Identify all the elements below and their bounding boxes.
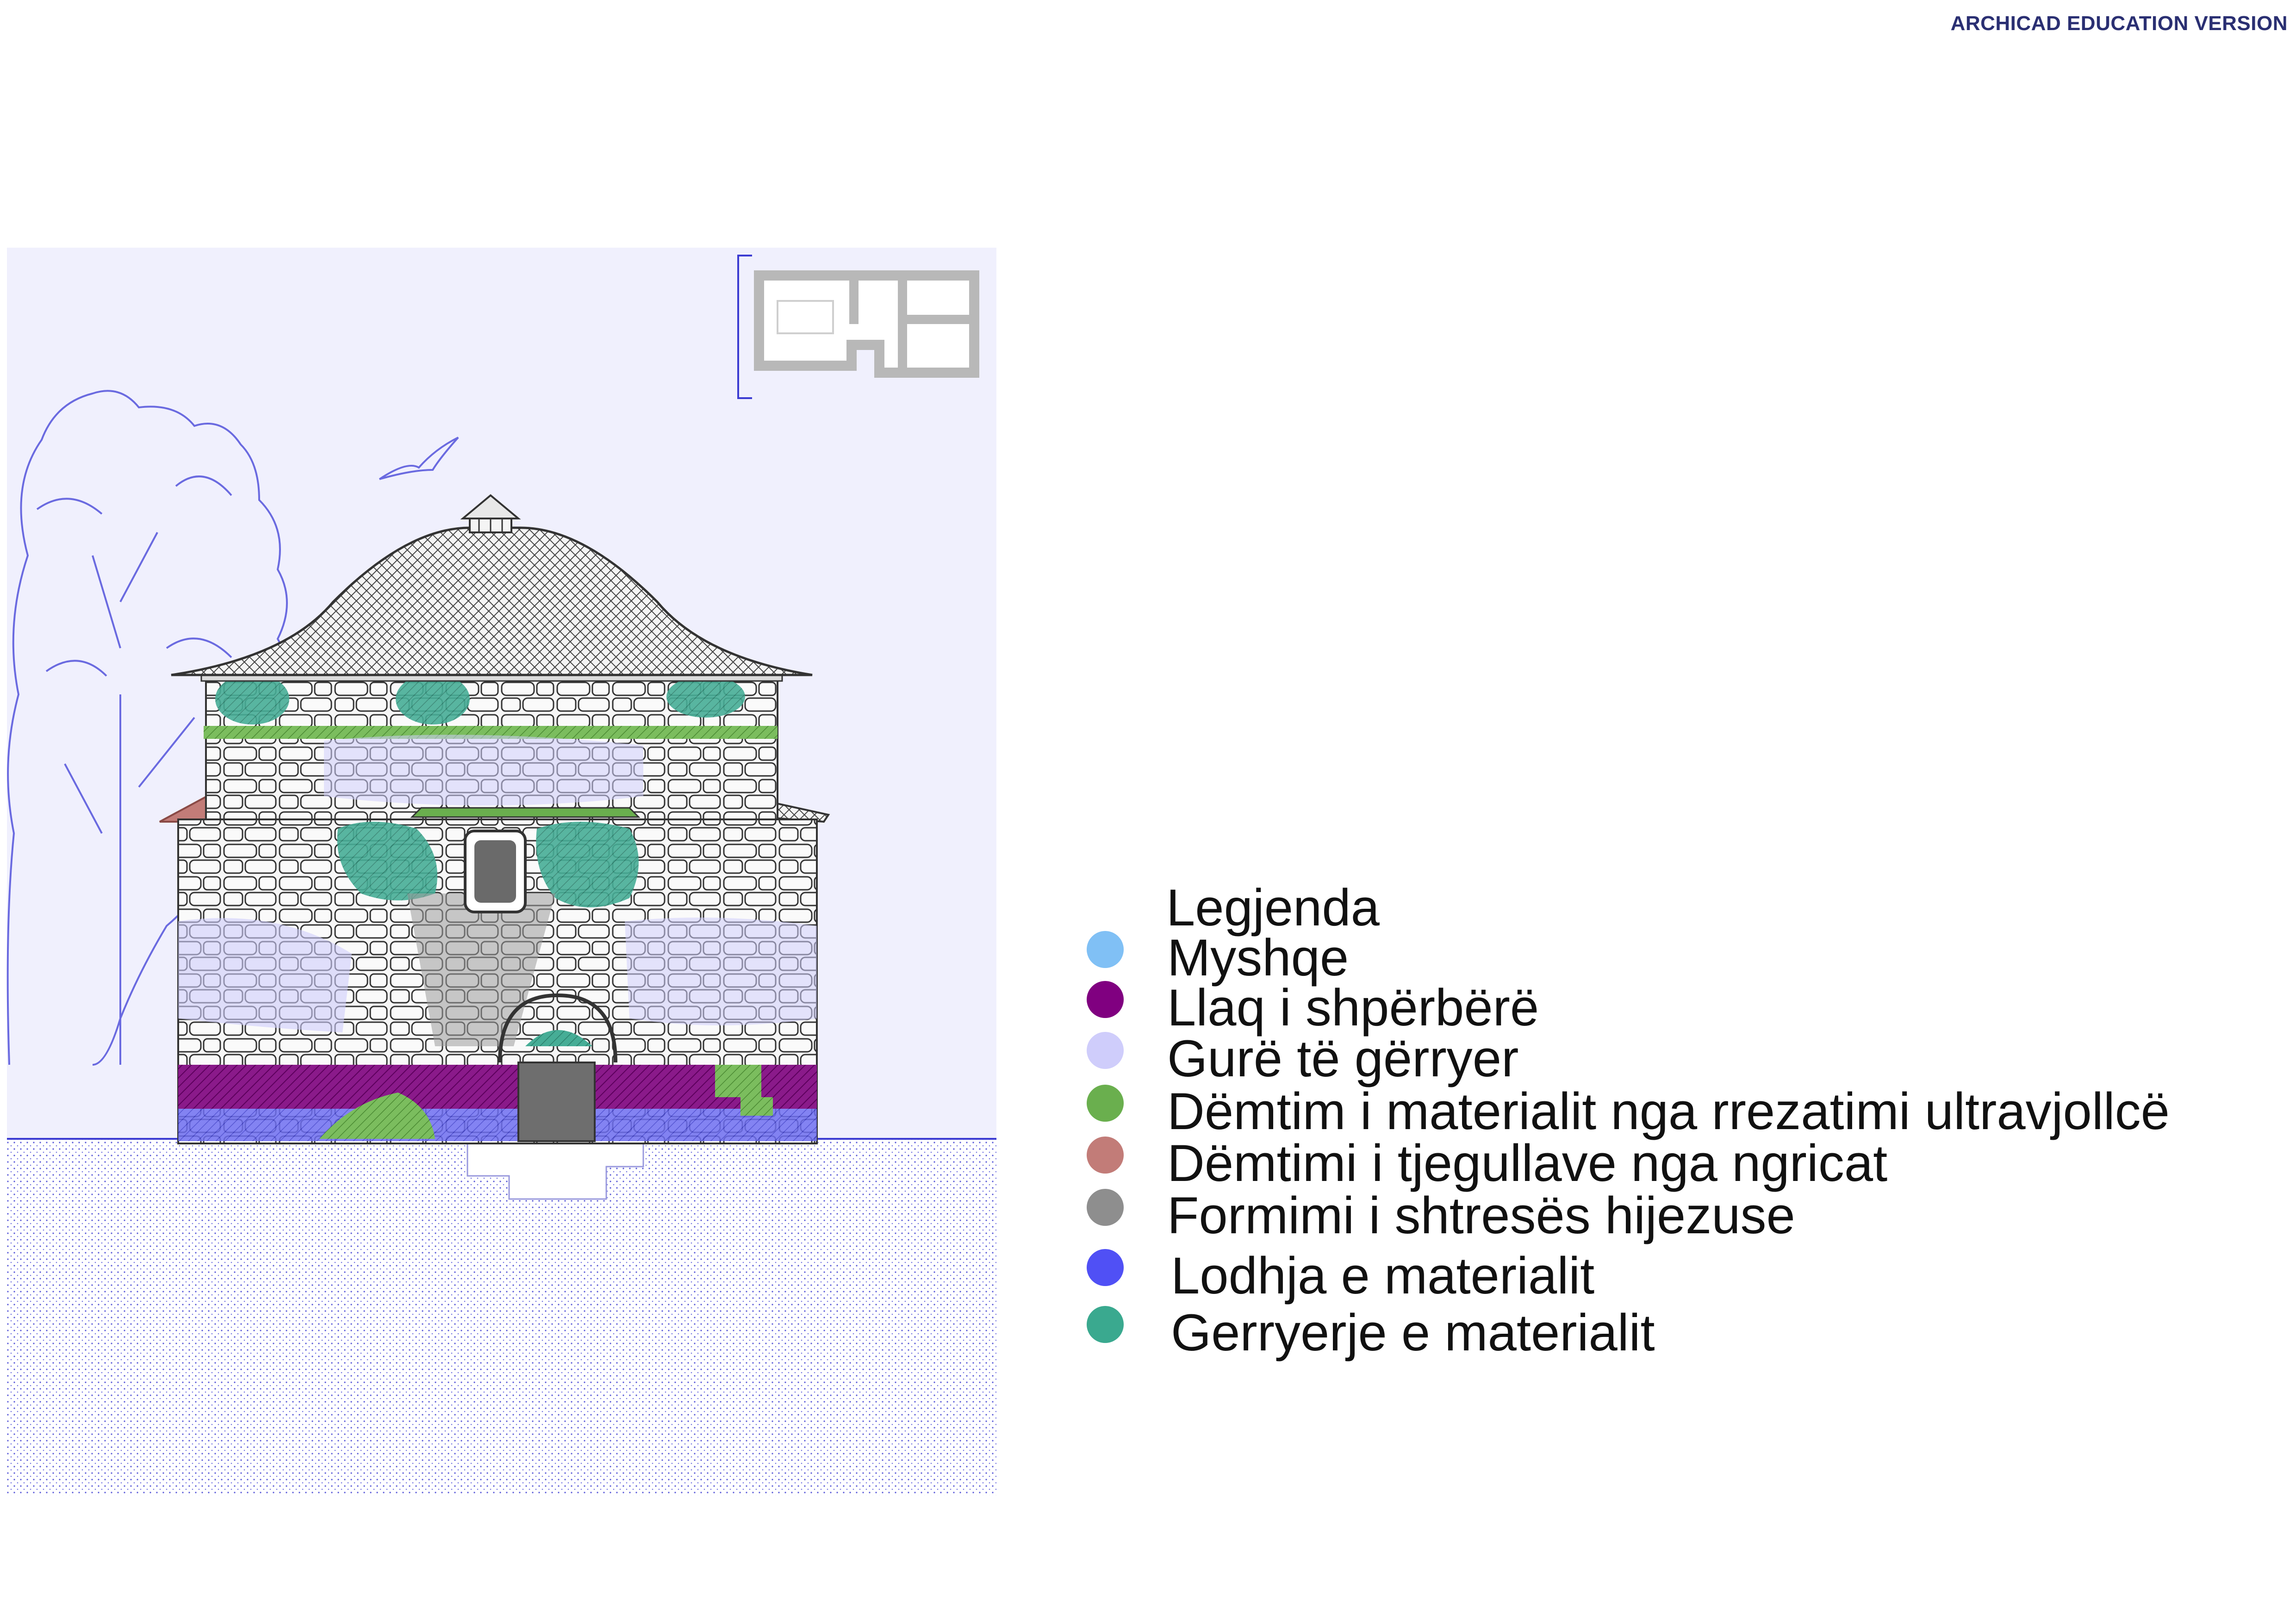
middle-roof-band xyxy=(410,807,641,818)
roof-lantern xyxy=(460,494,521,533)
legend-color-dot xyxy=(1087,1032,1124,1069)
legend-label: Dëmtim i materialit nga rrezatimi ultrav… xyxy=(1167,1082,2170,1140)
legend-title: Legjenda xyxy=(1166,879,1380,937)
door-arch xyxy=(498,993,617,1063)
legend-color-dot xyxy=(1087,1249,1124,1286)
legend-color-dot xyxy=(1087,931,1124,968)
legend-label: Dëmtimi i tjegullave nga ngricat xyxy=(1167,1134,1888,1192)
bird-outline xyxy=(379,437,459,480)
legend-label: Gurë të gërryer xyxy=(1167,1030,1519,1087)
door xyxy=(517,1062,596,1142)
legend-label: Myshqe xyxy=(1167,929,1349,987)
facade-elevation-drawing xyxy=(6,248,996,1495)
legend-color-dot xyxy=(1087,1137,1124,1174)
window-pane xyxy=(474,840,516,903)
plan-inset xyxy=(737,255,979,399)
legend-label: Formimi i shtresës hijezuse xyxy=(1167,1187,1795,1244)
legend-color-dot xyxy=(1087,981,1124,1018)
ground xyxy=(7,1139,996,1495)
foundation-cut xyxy=(467,1138,644,1200)
legend-color-dot xyxy=(1087,1306,1124,1343)
legend-label: Llaq i shpërbërë xyxy=(1167,979,1539,1037)
watermark-text: ARCHICAD EDUCATION VERSION xyxy=(1950,12,2288,35)
legend-color-dot xyxy=(1087,1085,1124,1122)
legend-label: Lodhja e materialit xyxy=(1171,1247,1595,1305)
legend-label: Gerryerje e materialit xyxy=(1171,1304,1655,1362)
legend-color-dot xyxy=(1087,1189,1124,1226)
